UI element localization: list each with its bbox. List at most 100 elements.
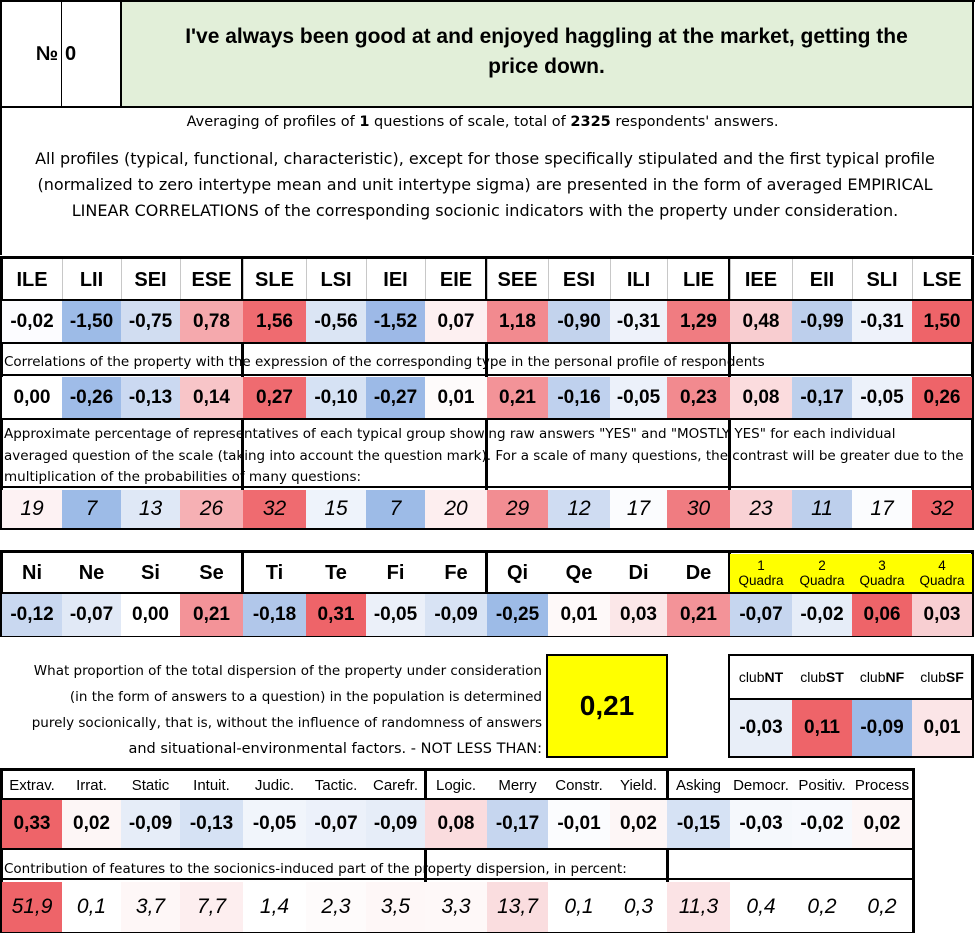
summary-post: respondents' answers. (610, 114, 779, 130)
trait-value: -0,09 (121, 800, 180, 848)
trait-contrib-value: 0,1 (548, 882, 610, 932)
trait-value: -0,01 (548, 800, 610, 848)
grid-line-thin (487, 259, 488, 299)
type-profile-value: 1,56 (243, 301, 306, 342)
grid-line (0, 256, 3, 530)
type-header-eie: EIE (439, 268, 473, 291)
quadra-value: 0,06 (852, 594, 912, 636)
title-bg (121, 1, 972, 107)
type-pct-value: 23 (730, 490, 792, 528)
type-profile-value: 1,29 (667, 301, 730, 342)
type-corr-value: 0,14 (180, 377, 243, 418)
type-header-ile: ILE (16, 268, 48, 291)
pct-label: Approximate percentage of representative… (4, 424, 964, 489)
number-sign: № (35, 42, 58, 65)
trait-header: Positiv. (798, 776, 846, 794)
grid-line (0, 798, 915, 800)
pct-label-line: multiplication of the probabilities of m… (4, 469, 362, 485)
type-corr-value: 0,01 (425, 377, 487, 418)
club-header-st: club ST (792, 658, 852, 696)
club-value: -0,09 (852, 700, 912, 756)
type-corr-value: 0,00 (2, 377, 62, 418)
function-header-de: De (685, 561, 712, 584)
description-line: All profiles (typical, functional, chara… (35, 149, 935, 168)
type-header-see: SEE (497, 268, 538, 291)
trait-contrib-value: 13,7 (487, 882, 548, 932)
trait-header: Extrav. (9, 776, 55, 794)
club-prefix: club (738, 669, 765, 685)
function-header-di: Di (628, 561, 649, 584)
function-header-ti: Ti (265, 561, 284, 584)
trait-value: -0,13 (180, 800, 243, 848)
club-code: ST (825, 669, 844, 685)
grid-line (728, 756, 974, 758)
grid-line (0, 550, 3, 637)
grid-line-thin (121, 259, 122, 299)
grid-line-thin (62, 259, 63, 299)
quadra-value: 0,03 (912, 594, 972, 636)
quadra-number: 3 (878, 558, 886, 573)
type-header-sli: SLI (866, 268, 898, 291)
club-code: NT (764, 669, 784, 685)
type-pct-value: 32 (243, 490, 306, 528)
type-pct-value: 11 (792, 490, 852, 528)
type-corr-value: -0,05 (852, 377, 912, 418)
trait-contrib-value: 3,3 (425, 882, 487, 932)
type-profile-value: -0,31 (852, 301, 912, 342)
club-prefix: club (920, 669, 946, 685)
type-pct-value: 17 (852, 490, 912, 528)
quadra-number: 2 (818, 558, 826, 573)
grid-line (0, 848, 915, 850)
trait-contrib-value: 0,3 (610, 882, 667, 932)
type-profile-value: 0,48 (730, 301, 792, 342)
function-header-ni: Ni (22, 561, 42, 584)
type-pct-value: 12 (548, 490, 610, 528)
type-profile-value: -1,52 (366, 301, 425, 342)
title-line-2: price down. (488, 55, 605, 78)
type-pct-value: 29 (487, 490, 548, 528)
type-corr-value: 0,21 (487, 377, 548, 418)
club-value: 0,11 (792, 700, 852, 756)
contrib-label: Contribution of features to the sociоnic… (4, 861, 627, 877)
function-header-te: Te (325, 561, 347, 584)
function-header-qe: Qe (565, 561, 593, 584)
type-header-lsi: LSI (320, 268, 352, 291)
quadra-word: Quadra (859, 573, 905, 588)
page-title: I've always been good at and enjoyed hag… (121, 22, 972, 82)
grid-line-thin (243, 259, 244, 299)
function-header-si: Si (141, 561, 160, 584)
function-value: -0,18 (243, 594, 306, 636)
dispersion-text-line: purely socionically, that is, without th… (31, 715, 542, 731)
club-code: SF (945, 669, 964, 685)
function-value: 0,31 (306, 594, 366, 636)
trait-header: Static (131, 776, 170, 794)
type-corr-value: 0,26 (912, 377, 972, 418)
type-corr-value: 0,27 (243, 377, 306, 418)
grid-line-thin (792, 259, 793, 299)
grid-line-thin (366, 259, 367, 299)
trait-header: Logic. (435, 776, 477, 794)
trait-value: 0,02 (852, 800, 912, 848)
club-prefix: club (800, 669, 826, 685)
pct-label-line: averaged question of the scale (taking i… (4, 447, 964, 464)
grid-line (728, 654, 974, 656)
function-header-fi: Fi (386, 561, 405, 584)
type-pct-value: 7 (62, 490, 121, 528)
function-value: 0,21 (180, 594, 243, 636)
grid-line-thin (730, 259, 731, 299)
quadra-word: Quadra (799, 573, 845, 588)
type-profile-value: -0,90 (548, 301, 610, 342)
type-corr-value: -0,13 (121, 377, 180, 418)
trait-header: Asking (675, 776, 722, 794)
grid-line (0, 0, 2, 255)
quadra-header: 2 Quadra (792, 554, 852, 592)
title-line-1: I've always been good at and enjoyed hag… (185, 25, 908, 48)
type-corr-value: -0,10 (306, 377, 366, 418)
trait-value: 0,02 (62, 800, 121, 848)
type-pct-value: 32 (912, 490, 972, 528)
quadra-number: 1 (757, 558, 765, 573)
grid-line (0, 768, 915, 771)
grid-line (666, 768, 669, 933)
trait-header: Process (854, 776, 910, 794)
